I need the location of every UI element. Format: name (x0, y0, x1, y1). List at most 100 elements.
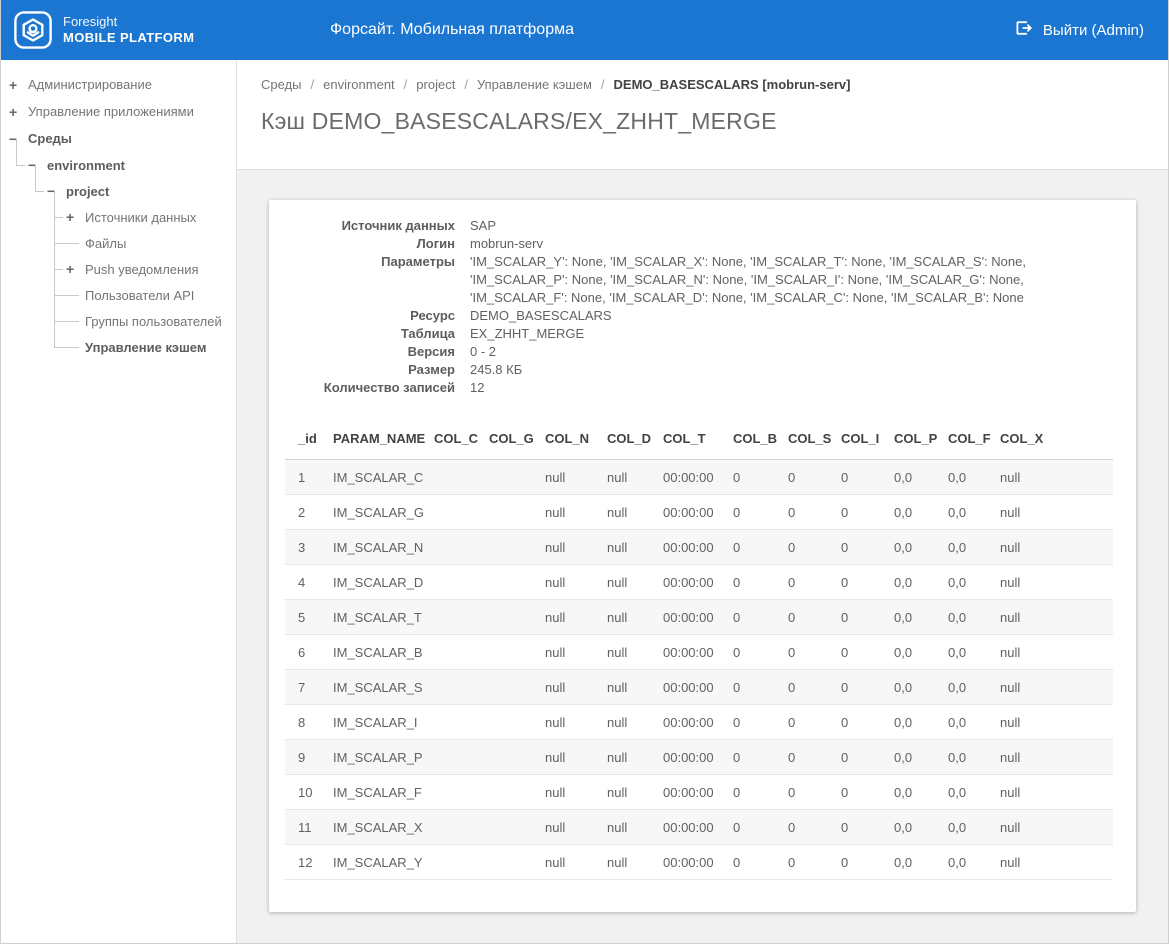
detail-row: Ресурс DEMO_BASESCALARS (285, 307, 1113, 325)
cell (489, 529, 545, 565)
cell: null (607, 809, 663, 845)
cell: 3 (285, 529, 333, 565)
cell: 00:00:00 (663, 844, 733, 880)
cache-details: Источник данных SAP Логин mobrun-serv Па… (285, 217, 1113, 397)
column-header: COL_D (607, 421, 663, 460)
cell: 00:00:00 (663, 809, 733, 845)
sidebar-item-user-groups[interactable]: Группы пользователей (54, 295, 236, 334)
sidebar-item-push-notifications[interactable]: + Push уведомления (54, 243, 236, 282)
cell (489, 494, 545, 530)
sidebar-item-environments[interactable]: − Среды − environment (9, 125, 236, 360)
sidebar-item-label[interactable]: Администрирование (28, 77, 152, 92)
cell: 00:00:00 (663, 704, 733, 740)
cell: 1 (285, 459, 333, 495)
cell: IM_SCALAR_D (333, 564, 434, 600)
sidebar-item-cache-management[interactable]: Управление кэшем (54, 321, 236, 360)
cell: null (1000, 599, 1113, 635)
breadcrumb-item-environments[interactable]: Среды (261, 77, 302, 92)
cell: null (607, 739, 663, 775)
cell: null (607, 529, 663, 565)
sidebar-item-label[interactable]: Пользователи API (85, 287, 195, 303)
collapse-minus-icon[interactable]: − (28, 157, 37, 173)
detail-label: Ресурс (410, 308, 455, 323)
cell: null (1000, 564, 1113, 600)
detail-row: Параметры 'IM_SCALAR_Y': None, 'IM_SCALA… (285, 253, 1113, 307)
column-header: COL_G (489, 421, 545, 460)
cell: 12 (285, 844, 333, 880)
brand: Foresight MOBILE PLATFORM (13, 10, 194, 50)
expand-plus-icon[interactable]: + (66, 261, 75, 277)
cell: null (545, 844, 607, 880)
cell: 00:00:00 (663, 739, 733, 775)
sidebar-item-label[interactable]: Управление кэшем (85, 339, 207, 355)
breadcrumb-item-cache-management[interactable]: Управление кэшем (476, 77, 592, 92)
cell: 9 (285, 739, 333, 775)
cell (489, 704, 545, 740)
cell: null (545, 599, 607, 635)
detail-label: Размер (408, 362, 455, 377)
cell (489, 739, 545, 775)
cell: 0 (788, 774, 841, 810)
detail-row: Размер 245.8 КБ (285, 361, 1113, 379)
cell: 0,0 (948, 844, 1000, 880)
logout-button[interactable]: Выйти (Admin) (1015, 19, 1144, 41)
cell: null (545, 774, 607, 810)
sidebar-item-label[interactable]: environment (47, 157, 126, 173)
cell: null (607, 704, 663, 740)
sidebar-item-files[interactable]: Файлы (54, 217, 236, 256)
cell (489, 599, 545, 635)
column-header: COL_P (894, 421, 948, 460)
sidebar-item-api-users[interactable]: Пользователи API (54, 269, 236, 308)
detail-value: mobrun-serv (470, 236, 543, 251)
cell: null (607, 494, 663, 530)
sidebar-item-label[interactable]: Управление приложениями (28, 104, 194, 119)
detail-label: Источник данных (341, 218, 455, 233)
cell: 0,0 (948, 634, 1000, 670)
sidebar-item-environment[interactable]: − environment − project (16, 139, 236, 360)
breadcrumb-item-environment[interactable]: environment (323, 77, 395, 92)
app-title: Форсайт. Мобильная платформа (330, 21, 574, 38)
column-header: COL_X (1000, 421, 1113, 460)
table-row: 12 IM_SCALAR_Y null null 00:00:00 0 0 0 0,0 0,0 nu… (285, 844, 1113, 880)
sidebar-item-label[interactable]: Группы пользователей (85, 313, 222, 329)
table-row: 11 IM_SCALAR_X null null 00:00:00 0 0 0 0,0 0,0 nu… (285, 809, 1113, 845)
sidebar-item-data-sources[interactable]: + Источники данных (54, 191, 236, 230)
sidebar-item-app-management[interactable]: + Управление приложениями (9, 98, 236, 125)
cache-card: Источник данных SAP Логин mobrun-serv Па… (269, 200, 1136, 912)
cell: null (607, 459, 663, 495)
logout-icon (1015, 19, 1033, 41)
cell: 0 (733, 599, 788, 635)
table-row: 8 IM_SCALAR_I null null 00:00:00 0 0 0 0,0 0,0 nul… (285, 704, 1113, 740)
sidebar-item-label[interactable]: Push уведомления (85, 261, 199, 277)
detail-value: 0 - 2 (470, 344, 497, 359)
sidebar-item-label[interactable]: Среды (28, 131, 72, 146)
sidebar-item-project[interactable]: − project + Источники данных (35, 165, 236, 360)
column-header: PARAM_NAME (333, 421, 434, 460)
breadcrumb-item-current: DEMO_BASESCALARS [mobrun-serv] (613, 77, 851, 92)
sidebar-item-label[interactable]: project (66, 183, 110, 199)
cell: IM_SCALAR_P (333, 739, 434, 775)
cell: 0,0 (948, 494, 1000, 530)
detail-label: Параметры (381, 254, 455, 269)
cell: null (1000, 774, 1113, 810)
collapse-minus-icon[interactable]: − (47, 183, 56, 199)
top-bar: Foresight MOBILE PLATFORM Форсайт. Мобил… (1, 0, 1168, 60)
cell: 0 (788, 529, 841, 565)
expand-plus-icon[interactable]: + (66, 209, 75, 225)
cell: 0 (841, 739, 894, 775)
expand-plus-icon[interactable]: + (9, 76, 18, 93)
cell: 0,0 (948, 599, 1000, 635)
cell: 0 (841, 809, 894, 845)
cell (434, 809, 489, 845)
brand-line2: MOBILE PLATFORM (63, 30, 195, 45)
collapse-minus-icon[interactable]: − (9, 130, 18, 147)
sidebar-item-label[interactable]: Файлы (85, 235, 127, 251)
expand-plus-icon[interactable]: + (9, 103, 18, 120)
sidebar-item-label[interactable]: Источники данных (85, 209, 197, 225)
cell: 6 (285, 634, 333, 670)
cell: null (545, 809, 607, 845)
cell: 00:00:00 (663, 494, 733, 530)
sidebar-item-administration[interactable]: + Администрирование (9, 71, 236, 98)
breadcrumb-item-project[interactable]: project (416, 77, 456, 92)
